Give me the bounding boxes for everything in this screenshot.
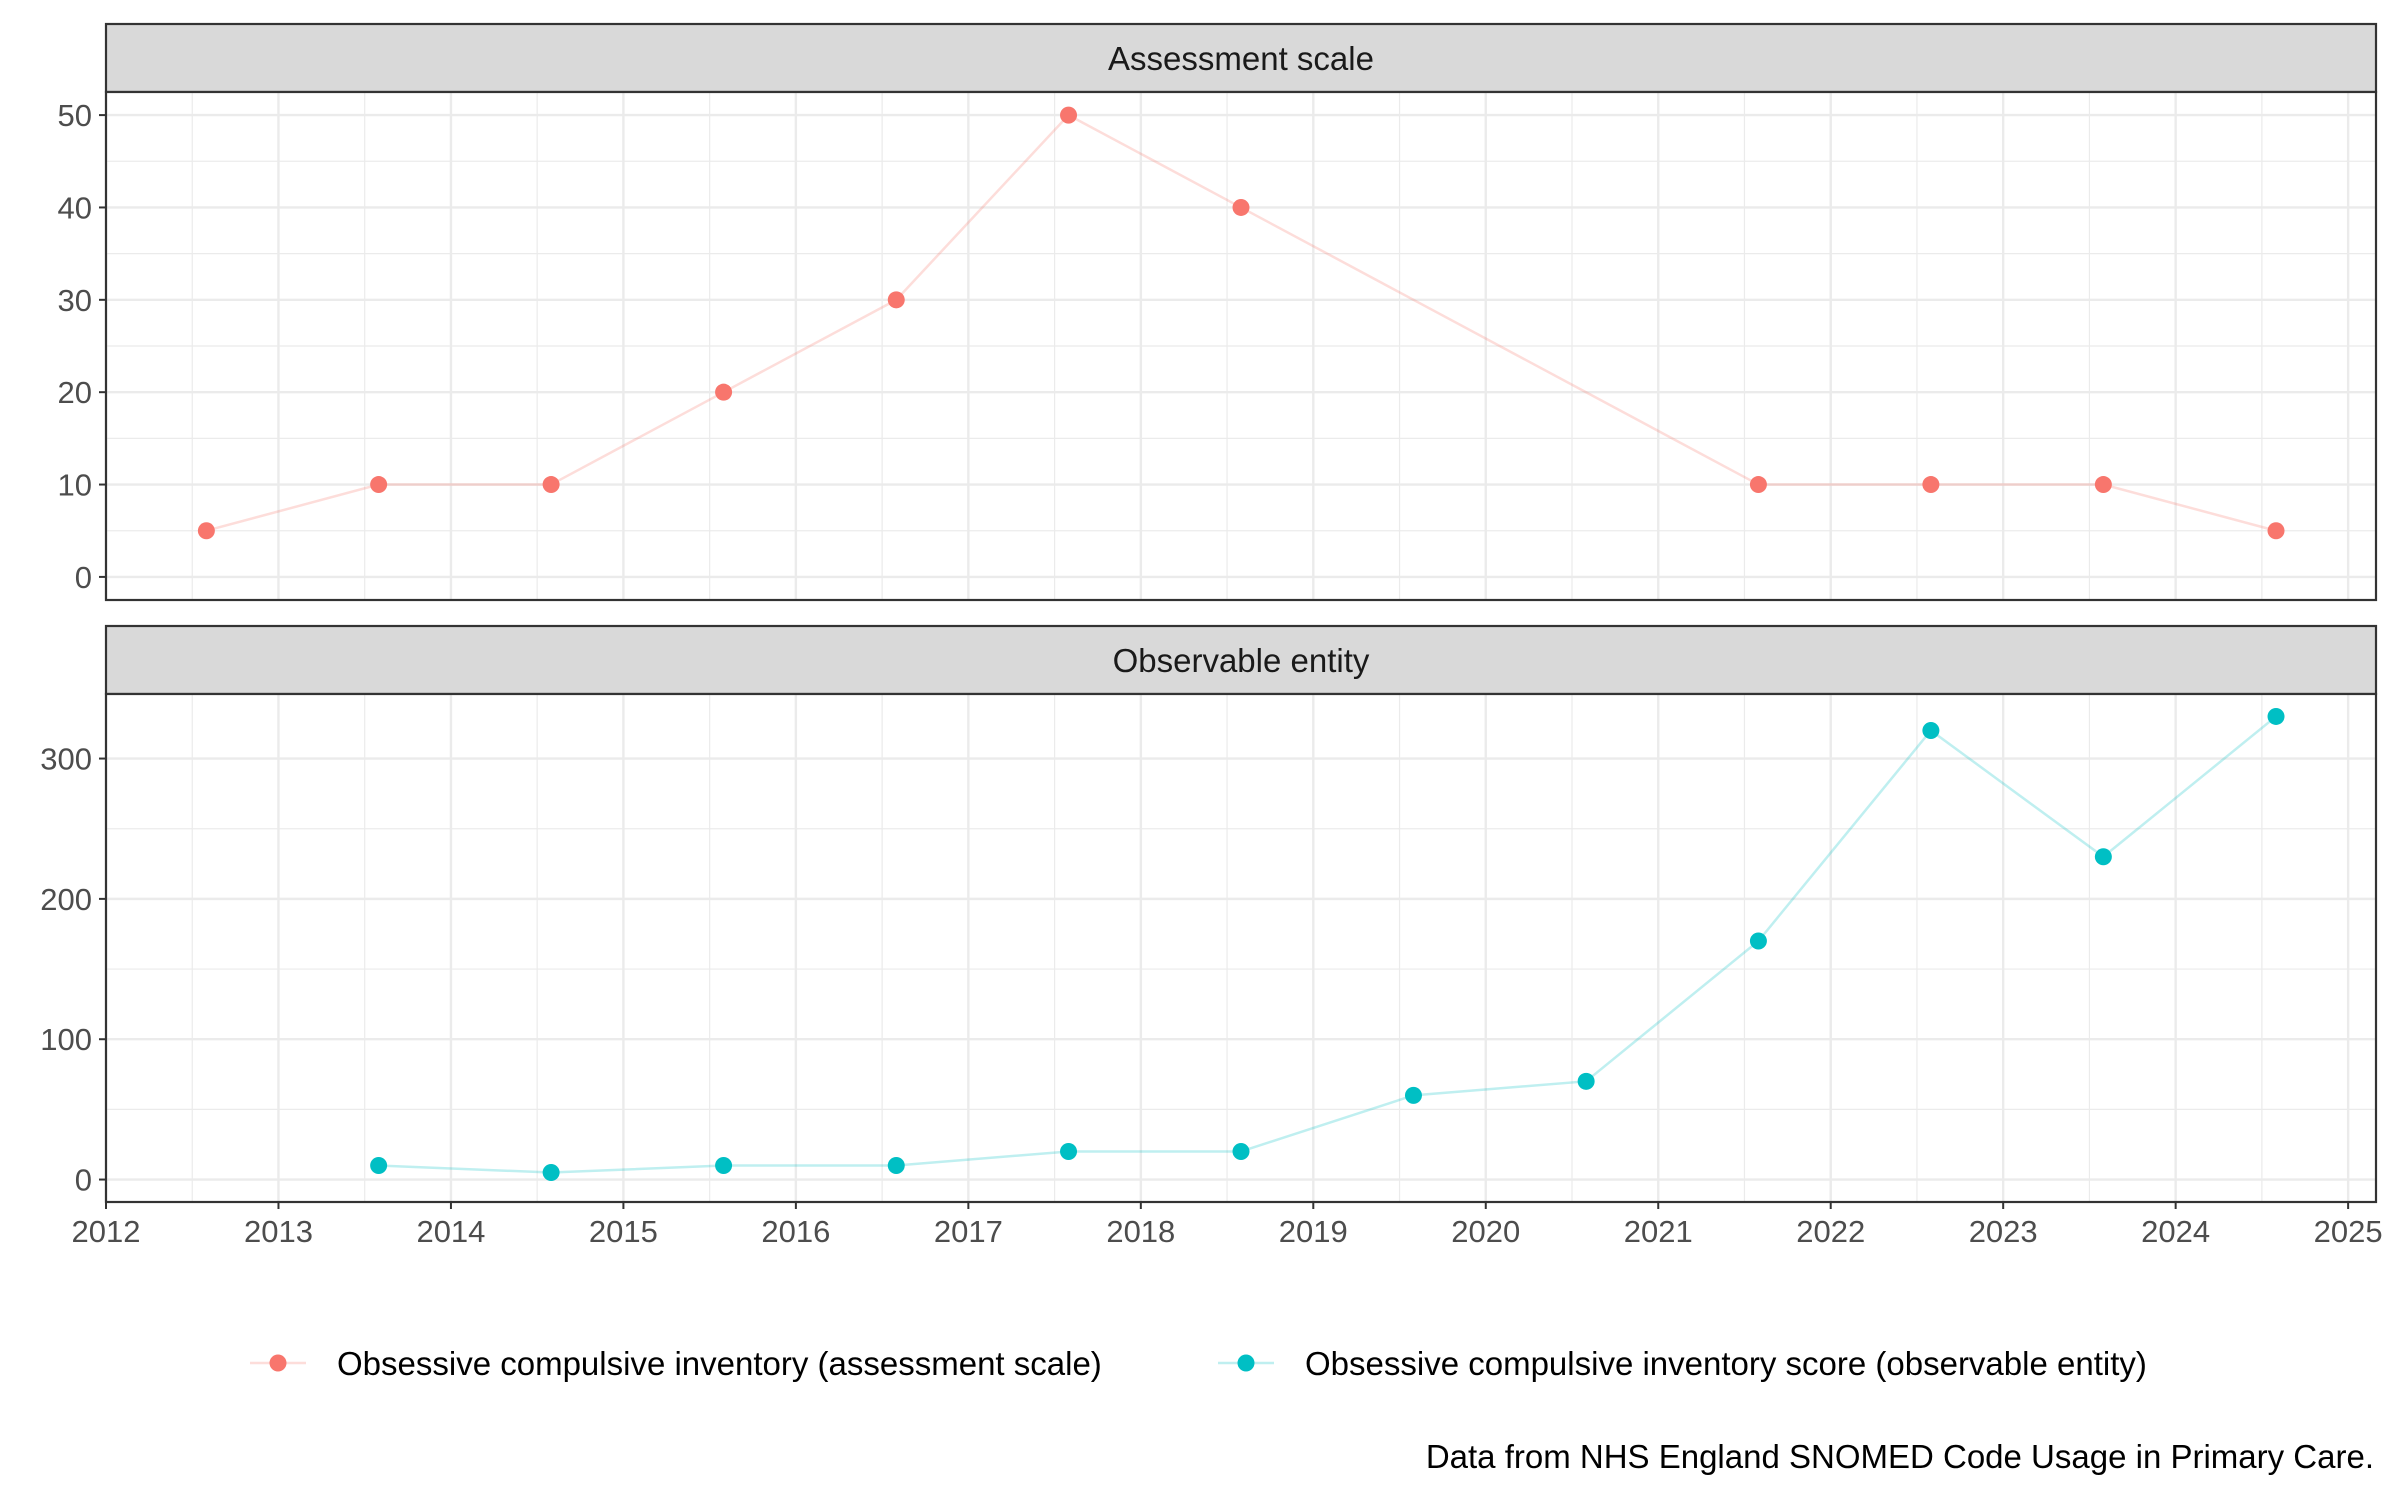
x-tick-label: 2013	[244, 1214, 313, 1249]
panel-border	[104, 90, 2378, 602]
data-point	[370, 476, 388, 494]
legend-item-observable-entity: Obsessive compulsive inventory score (ob…	[1218, 1345, 2147, 1382]
caption: Data from NHS England SNOMED Code Usage …	[1426, 1438, 2374, 1475]
x-tick-label: 2020	[1451, 1214, 1520, 1249]
x-tick-label: 2022	[1796, 1214, 1865, 1249]
data-point	[887, 1157, 905, 1175]
data-point	[2094, 476, 2112, 494]
series-line	[378, 715, 2277, 1174]
strip-background	[104, 624, 2378, 696]
data-point	[1060, 1142, 1078, 1160]
panel-border	[104, 692, 2378, 1204]
strip-label: Observable entity	[1113, 642, 1370, 679]
y-axis: 0 10 20 30 40 50	[58, 98, 106, 595]
x-tick-label: 2021	[1624, 1214, 1693, 1249]
facet-observable-entity: Observable entity 0 100 200 300	[40, 624, 2378, 1204]
legend: Obsessive compulsive inventory (assessme…	[250, 1345, 2147, 1382]
x-axis: 2012 2013 2014 2015 2016 2017 2018 2019 2020 2021…	[72, 1202, 2383, 1249]
y-tick-label: 30	[58, 283, 92, 318]
data-point	[1749, 932, 1767, 950]
data-point	[542, 1164, 560, 1182]
y-tick-label: 0	[75, 560, 92, 595]
data-point	[1922, 721, 1940, 739]
data-point	[715, 383, 733, 401]
x-tick-label: 2019	[1279, 1214, 1348, 1249]
y-tick-label: 0	[75, 1163, 92, 1198]
data-point	[1404, 1086, 1422, 1104]
y-tick-label: 200	[40, 882, 92, 917]
x-tick-label: 2025	[2314, 1214, 2383, 1249]
series-points	[197, 106, 2285, 540]
y-tick-label: 20	[58, 375, 92, 410]
data-point	[1232, 198, 1250, 216]
x-tick-label: 2024	[2141, 1214, 2210, 1249]
data-point	[197, 522, 215, 540]
legend-key-point	[269, 1354, 287, 1372]
y-tick-label: 40	[58, 190, 92, 225]
y-tick-label: 300	[40, 742, 92, 777]
legend-label: Obsessive compulsive inventory (assessme…	[337, 1345, 1102, 1382]
x-tick-label: 2015	[589, 1214, 658, 1249]
y-tick-label: 10	[58, 468, 92, 503]
series-lines	[378, 715, 2277, 1174]
x-tick-label: 2014	[416, 1214, 485, 1249]
y-tick-label: 50	[58, 98, 92, 133]
data-point	[1922, 476, 1940, 494]
data-point	[542, 476, 560, 494]
data-point	[1749, 476, 1767, 494]
data-point	[1232, 1142, 1250, 1160]
panel-grid	[104, 694, 2376, 1202]
data-point	[2094, 848, 2112, 866]
data-point	[2267, 522, 2285, 540]
y-tick-label: 100	[40, 1022, 92, 1057]
data-point	[715, 1157, 733, 1175]
data-point	[2267, 707, 2285, 725]
data-point	[370, 1157, 388, 1175]
data-point	[1577, 1072, 1595, 1090]
x-tick-label: 2023	[1969, 1214, 2038, 1249]
x-tick-label: 2018	[1106, 1214, 1175, 1249]
data-point	[1060, 106, 1078, 124]
x-tick-label: 2017	[934, 1214, 1003, 1249]
x-tick-label: 2012	[72, 1214, 141, 1249]
series-points	[370, 707, 2285, 1182]
panel-grid	[104, 92, 2376, 600]
panel-background	[106, 694, 2376, 1202]
strip-label: Assessment scale	[1108, 40, 1374, 77]
data-point	[887, 291, 905, 309]
legend-item-assessment-scale: Obsessive compulsive inventory (assessme…	[250, 1345, 1102, 1382]
y-axis: 0 100 200 300	[40, 742, 106, 1198]
legend-key-point	[1237, 1354, 1255, 1372]
facet-assessment-scale: Assessment scale 0 10 20 30 40 50	[58, 22, 2378, 602]
x-tick-label: 2016	[761, 1214, 830, 1249]
strip-background	[104, 22, 2378, 94]
legend-label: Obsessive compulsive inventory score (ob…	[1305, 1345, 2147, 1382]
